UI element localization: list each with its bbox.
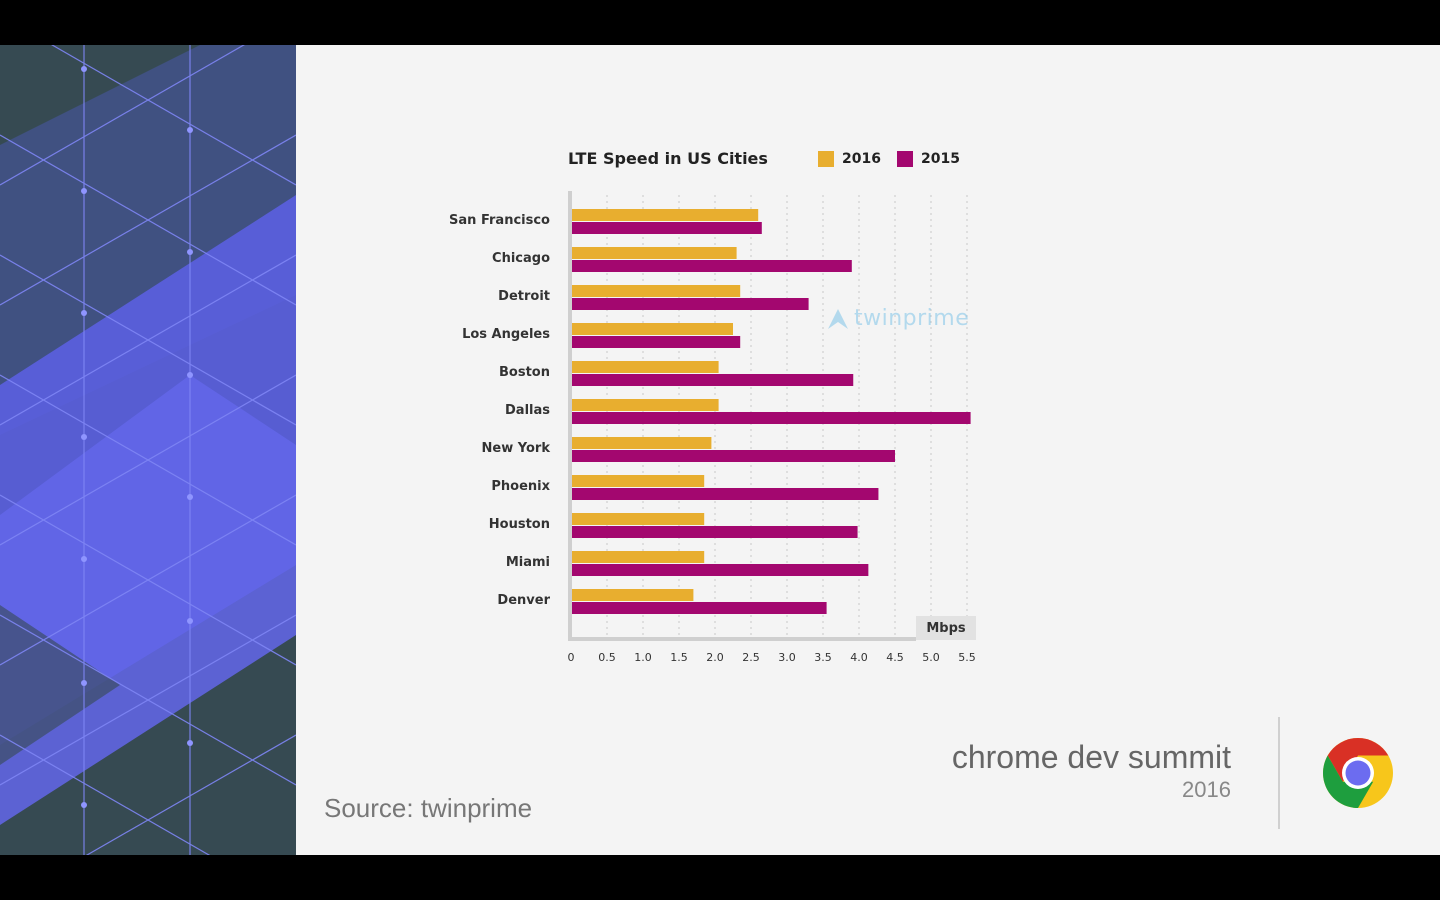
legend-label-2016: 2016 xyxy=(842,151,881,167)
event-title: chrome dev summit xyxy=(951,739,1231,775)
bar-houston-2016 xyxy=(572,513,705,525)
bar-dallas-2016 xyxy=(572,399,719,411)
bar-denver-2015 xyxy=(572,602,827,614)
bar-detroit-2016 xyxy=(572,285,741,297)
x-tick-label: 0.5 xyxy=(598,651,616,664)
watermark: twinprime xyxy=(826,306,969,331)
x-tick-label: 4.0 xyxy=(850,651,868,664)
bar-los-angeles-2015 xyxy=(572,336,741,348)
chrome-logo-icon xyxy=(1323,738,1393,808)
bar-denver-2016 xyxy=(572,589,694,601)
x-tick-label: 3.0 xyxy=(778,651,796,664)
category-label: Dallas xyxy=(505,403,550,418)
bar-dallas-2015 xyxy=(572,412,971,424)
bar-miami-2015 xyxy=(572,564,869,576)
bar-san-francisco-2015 xyxy=(572,222,762,234)
x-tick-label: 2.5 xyxy=(742,651,760,664)
category-label: Detroit xyxy=(498,289,550,304)
bar-detroit-2015 xyxy=(572,298,809,310)
category-label: Boston xyxy=(499,365,550,380)
chart-canvas xyxy=(568,191,971,641)
bar-chicago-2016 xyxy=(572,247,737,259)
legend-swatch-2015 xyxy=(897,151,913,167)
category-label: Los Angeles xyxy=(462,327,550,342)
bar-phoenix-2016 xyxy=(572,475,705,487)
x-tick-label: 5.5 xyxy=(958,651,976,664)
x-tick-label: 3.5 xyxy=(814,651,832,664)
geometric-pattern-sidebar xyxy=(0,45,296,855)
bar-boston-2016 xyxy=(572,361,719,373)
bar-miami-2016 xyxy=(572,551,705,563)
x-tick-label: 4.5 xyxy=(886,651,904,664)
event-year: 2016 xyxy=(1182,777,1231,802)
twinprime-logo-icon xyxy=(828,308,848,329)
bar-houston-2015 xyxy=(572,526,858,538)
legend-label-2015: 2015 xyxy=(921,151,960,167)
category-label: New York xyxy=(481,441,550,456)
watermark-text: twinprime xyxy=(854,306,970,331)
bar-boston-2015 xyxy=(572,374,854,386)
bar-new-york-2016 xyxy=(572,437,712,449)
source-caption: Source: twinprime xyxy=(324,793,533,823)
legend-swatch-2016 xyxy=(818,151,834,167)
x-tick-label: 2.0 xyxy=(706,651,724,664)
bar-chicago-2015 xyxy=(572,260,852,272)
x-tick-label: 5.0 xyxy=(922,651,940,664)
slide: LTE Speed in US Cities 2016 2015 San Fra… xyxy=(0,45,1440,855)
bar-phoenix-2015 xyxy=(572,488,879,500)
bar-san-francisco-2016 xyxy=(572,209,759,221)
category-label: Houston xyxy=(488,517,550,532)
x-axis-unit-label: Mbps xyxy=(916,616,976,640)
legend-item-2016: 2016 xyxy=(818,151,881,167)
x-tick-label: 0 xyxy=(567,651,575,664)
category-label: Phoenix xyxy=(491,479,550,494)
category-label: San Francisco xyxy=(449,213,550,228)
chart-bars xyxy=(572,209,971,614)
bar-los-angeles-2016 xyxy=(572,323,733,335)
x-tick-label: 1.0 xyxy=(634,651,652,664)
footer-divider xyxy=(1278,717,1280,829)
bar-new-york-2015 xyxy=(572,450,895,462)
legend-item-2015: 2015 xyxy=(897,151,960,167)
category-label: Denver xyxy=(497,593,550,608)
x-tick-label: 1.5 xyxy=(670,651,688,664)
category-label: Chicago xyxy=(492,251,550,266)
category-label: Miami xyxy=(505,555,550,570)
chart-title: LTE Speed in US Cities xyxy=(568,149,768,168)
